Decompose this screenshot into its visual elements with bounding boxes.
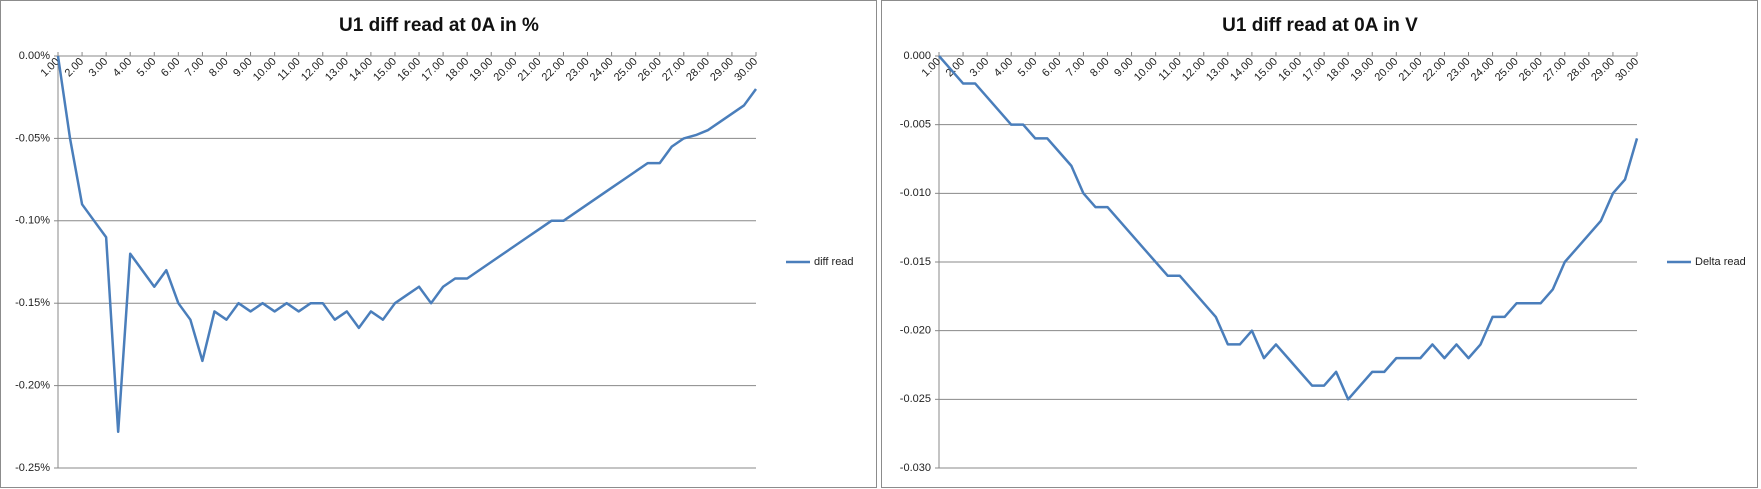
x-tick-label: 26.00 bbox=[636, 56, 664, 84]
x-tick-label: 10.00 bbox=[1132, 56, 1160, 84]
x-tick-label: 6.00 bbox=[159, 56, 183, 80]
y-tick-label: -0.025 bbox=[900, 393, 931, 405]
x-tick-label: 22.00 bbox=[540, 56, 568, 84]
legend-label: diff read bbox=[814, 256, 854, 268]
y-tick-label: -0.020 bbox=[900, 325, 931, 337]
legend-label: Delta read bbox=[1695, 256, 1746, 268]
x-tick-label: 3.00 bbox=[87, 56, 111, 80]
x-tick-label: 13.00 bbox=[323, 56, 351, 84]
x-tick-label: 13.00 bbox=[1204, 56, 1232, 84]
y-tick-label: 0.000 bbox=[903, 50, 931, 62]
x-tick-label: 28.00 bbox=[684, 56, 712, 84]
x-tick-label: 5.00 bbox=[135, 56, 159, 80]
chart-border bbox=[0, 0, 877, 488]
x-tick-label: 14.00 bbox=[1228, 56, 1256, 84]
chart-border bbox=[881, 0, 1758, 488]
x-tick-label: 22.00 bbox=[1421, 56, 1449, 84]
x-tick-label: 25.00 bbox=[1493, 56, 1521, 84]
x-tick-label: 20.00 bbox=[1373, 56, 1401, 84]
x-tick-label: 30.00 bbox=[1613, 56, 1641, 84]
x-tick-label: 21.00 bbox=[1397, 56, 1425, 84]
x-tick-label: 12.00 bbox=[299, 56, 327, 84]
x-tick-label: 27.00 bbox=[1541, 56, 1569, 84]
x-tick-label: 8.00 bbox=[207, 56, 231, 80]
x-tick-label: 20.00 bbox=[492, 56, 520, 84]
y-tick-label: -0.10% bbox=[15, 215, 50, 227]
x-tick-label: 14.00 bbox=[347, 56, 375, 84]
x-tick-label: 7.00 bbox=[183, 56, 207, 80]
x-tick-label: 29.00 bbox=[1589, 56, 1617, 84]
data-line bbox=[56, 55, 758, 433]
x-tick-label: 23.00 bbox=[1445, 56, 1473, 84]
y-tick-label: -0.05% bbox=[15, 132, 50, 144]
x-tick-label: 19.00 bbox=[1348, 56, 1376, 84]
x-tick-label: 30.00 bbox=[732, 56, 760, 84]
x-tick-label: 10.00 bbox=[251, 56, 279, 84]
x-tick-label: 27.00 bbox=[660, 56, 688, 84]
x-tick-label: 17.00 bbox=[1300, 56, 1328, 84]
x-tick-label: 15.00 bbox=[371, 56, 399, 84]
x-tick-label: 19.00 bbox=[467, 56, 495, 84]
chart-title: U1 diff read at 0A in % bbox=[339, 15, 539, 36]
x-tick-label: 12.00 bbox=[1180, 56, 1208, 84]
y-tick-label: -0.010 bbox=[900, 187, 931, 199]
x-tick-label: 7.00 bbox=[1064, 56, 1088, 80]
x-tick-label: 16.00 bbox=[1276, 56, 1304, 84]
x-tick-label: 3.00 bbox=[968, 56, 992, 80]
x-tick-label: 16.00 bbox=[395, 56, 423, 84]
y-tick-label: 0.00% bbox=[19, 50, 50, 62]
y-tick-label: -0.20% bbox=[15, 380, 50, 392]
y-tick-label: -0.015 bbox=[900, 256, 931, 268]
x-tick-label: 11.00 bbox=[275, 56, 302, 83]
x-tick-label: 24.00 bbox=[588, 56, 616, 84]
x-tick-label: 23.00 bbox=[564, 56, 592, 84]
x-tick-label: 6.00 bbox=[1040, 56, 1064, 80]
x-tick-label: 4.00 bbox=[992, 56, 1016, 80]
x-tick-label: 25.00 bbox=[612, 56, 640, 84]
y-tick-label: -0.25% bbox=[15, 462, 50, 474]
y-tick-label: -0.030 bbox=[900, 462, 931, 474]
y-tick-label: -0.15% bbox=[15, 297, 50, 309]
x-tick-label: 24.00 bbox=[1469, 56, 1497, 84]
x-tick-label: 15.00 bbox=[1252, 56, 1280, 84]
x-tick-label: 21.00 bbox=[516, 56, 544, 84]
x-tick-label: 18.00 bbox=[443, 56, 471, 84]
x-tick-label: 18.00 bbox=[1324, 56, 1352, 84]
x-tick-label: 11.00 bbox=[1156, 56, 1183, 83]
x-tick-label: 29.00 bbox=[708, 56, 736, 84]
x-tick-label: 17.00 bbox=[419, 56, 447, 84]
data-line bbox=[938, 55, 1639, 401]
x-tick-label: 4.00 bbox=[111, 56, 135, 80]
x-tick-label: 5.00 bbox=[1016, 56, 1040, 80]
x-tick-label: 2.00 bbox=[63, 56, 87, 80]
x-tick-label: 28.00 bbox=[1565, 56, 1593, 84]
y-tick-label: -0.005 bbox=[900, 119, 931, 131]
x-tick-label: 8.00 bbox=[1088, 56, 1112, 80]
x-tick-label: 26.00 bbox=[1517, 56, 1545, 84]
chart-title: U1 diff read at 0A in V bbox=[1222, 15, 1418, 36]
